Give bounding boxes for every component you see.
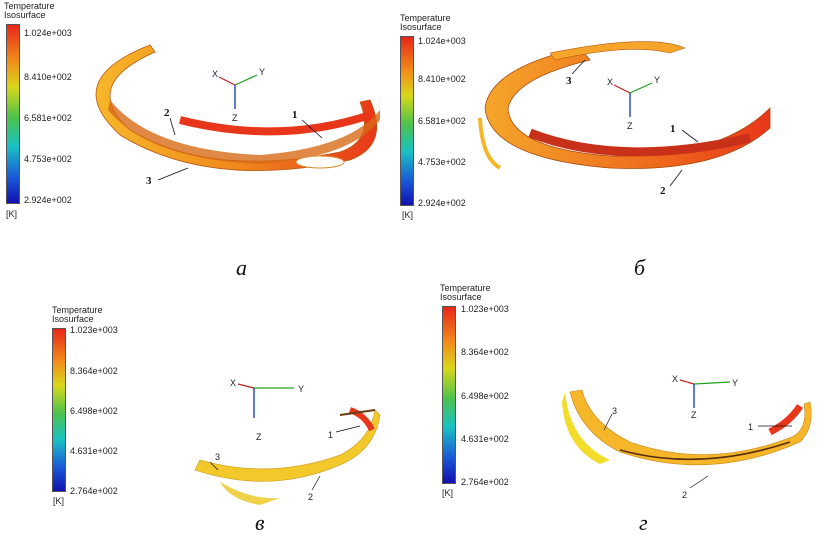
color-bar (6, 24, 20, 204)
legend-tick: 2.924e+002 (24, 195, 72, 205)
legend-tick: 2.924e+002 (418, 198, 466, 208)
legend-title: Temperature Isosurface (4, 1, 55, 20)
legend-tick: 2.764e+002 (70, 486, 118, 496)
legend-tick: 6.581e+002 (418, 116, 466, 126)
isosurface-v: 3 1 2 X Y Z (194, 378, 381, 505)
legend-tick: 4.753e+002 (418, 157, 466, 167)
axis-x-label: X (212, 69, 218, 79)
legend-title: Temperature Isosurface (52, 305, 103, 324)
legend-title: Temperature Isosurface (440, 283, 491, 302)
axis-triad: X Y Z (212, 67, 265, 123)
legend-tick: 2.764e+002 (461, 477, 509, 487)
legend-tick: 8.410e+002 (418, 74, 466, 84)
color-bar (400, 36, 414, 206)
axis-triad: X Y Z (230, 378, 304, 442)
label-2: 2 (164, 107, 170, 119)
legend-unit: [K] (53, 496, 65, 506)
panel-caption: г (639, 510, 648, 535)
legend-unit: [K] (6, 209, 18, 219)
legend-unit: [K] (442, 488, 454, 498)
legend-tick: 8.364e+002 (461, 347, 509, 357)
label-2: 2 (660, 185, 666, 197)
axis-y-label: Y (298, 384, 304, 394)
label-3: 3 (612, 406, 617, 416)
isosurface-g: 3 1 2 X Y Z (562, 374, 812, 500)
legend-tick: 6.498e+002 (461, 391, 509, 401)
axis-z-label: Z (691, 410, 697, 420)
color-bar (442, 306, 456, 484)
legend-tick: 4.631e+002 (70, 446, 118, 456)
legend-tick: 4.753e+002 (24, 154, 72, 164)
legend-tick: 1.024e+003 (418, 36, 466, 46)
legend-tick: 6.498e+002 (70, 406, 118, 416)
panel-caption: а (236, 255, 247, 280)
isosurface-a: 2 1 3 X Y Z (95, 44, 380, 187)
label-2: 2 (308, 492, 313, 502)
label-3: 3 (146, 175, 152, 187)
label-3: 3 (566, 75, 572, 87)
legend-tick: 1.024e+003 (24, 28, 72, 38)
axis-z-label: Z (627, 121, 633, 131)
legend-tick: 8.410e+002 (24, 72, 72, 82)
legend-tick: 6.581e+002 (24, 113, 72, 123)
label-2: 2 (682, 490, 687, 500)
axis-triad: X Y Z (607, 75, 660, 131)
legend-tick: 4.631e+002 (461, 434, 509, 444)
axis-y-label: Y (732, 378, 738, 388)
axis-triad: X Y Z (672, 374, 738, 420)
label-1: 1 (292, 109, 298, 121)
label-1: 1 (670, 123, 676, 135)
legend-unit: [K] (402, 210, 414, 220)
label-1: 1 (748, 422, 753, 432)
axis-y-label: Y (654, 75, 660, 85)
legend-tick: 1.023e+003 (461, 304, 509, 314)
axis-z-label: Z (256, 432, 262, 442)
axis-x-label: X (672, 374, 678, 384)
isosurface-b: 3 1 2 X Y Z (478, 41, 771, 197)
axis-x-label: X (230, 378, 236, 388)
color-bar (52, 328, 66, 492)
legend-title: Temperature Isosurface (400, 13, 451, 32)
panel-caption: б (634, 255, 646, 280)
panel-caption: в (255, 510, 265, 535)
axis-x-label: X (607, 77, 613, 87)
label-1: 1 (328, 430, 333, 440)
legend-tick: 8.364e+002 (70, 366, 118, 376)
axis-y-label: Y (259, 67, 265, 77)
legend-tick: 1.023e+003 (70, 325, 118, 335)
label-3: 3 (215, 452, 220, 462)
axis-z-label: Z (232, 113, 238, 123)
